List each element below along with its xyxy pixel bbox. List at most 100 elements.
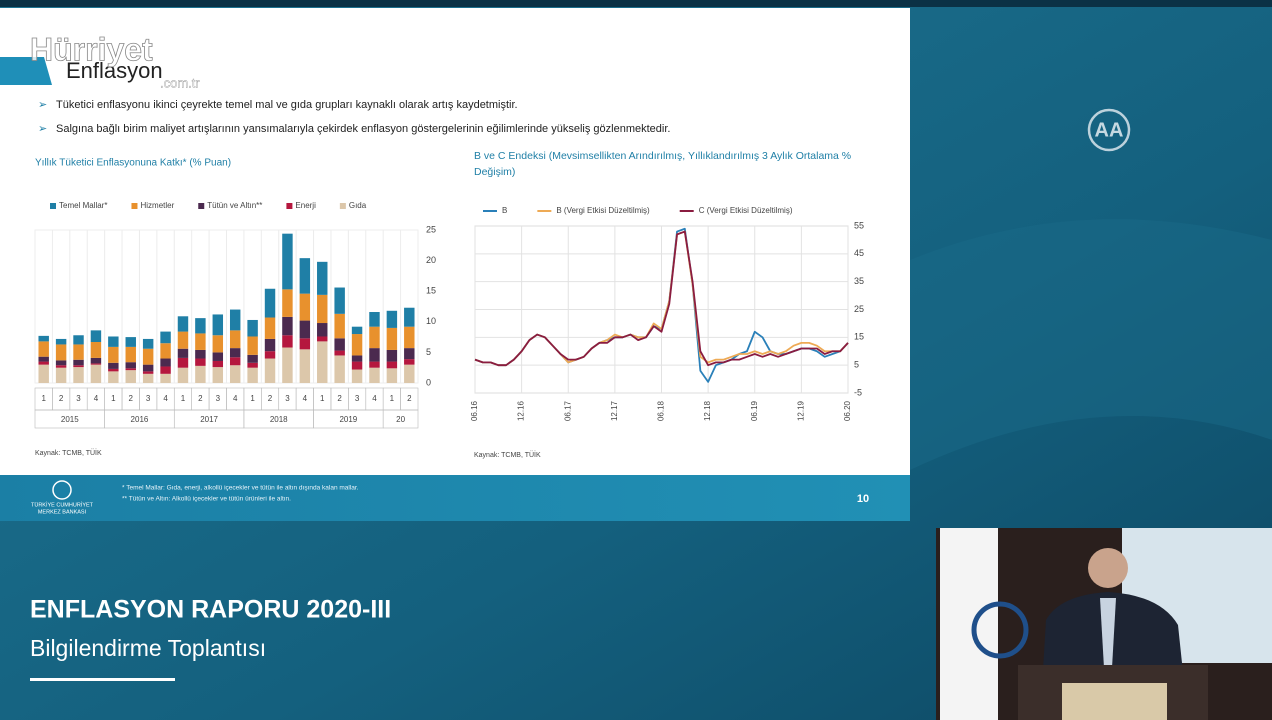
bar-segment [299, 338, 311, 350]
bar-segment [386, 310, 398, 328]
bar-segment [108, 362, 119, 369]
video-inset [936, 528, 1272, 720]
bar-segment [247, 367, 258, 383]
bullet-icon: ➢ [38, 123, 47, 135]
chart-title: Yıllık Tüketici Enflasyonuna Katkı* (% P… [35, 158, 231, 169]
bar-segment [108, 371, 119, 383]
y-tick-label: 45 [854, 248, 864, 258]
y-tick-label: -5 [854, 387, 862, 397]
slide-footer [0, 475, 910, 521]
bar-segment [334, 287, 345, 314]
bar-segment [282, 233, 293, 290]
top-band [0, 0, 1272, 7]
bar-segment [351, 334, 363, 356]
y-tick-label: 5 [426, 347, 431, 357]
bar-segment [369, 348, 380, 362]
bar-segment [264, 317, 276, 339]
bar-segment [125, 370, 136, 383]
year-label: 2017 [200, 415, 218, 424]
bar-segment [55, 344, 67, 361]
bar-segment [317, 341, 328, 383]
bullet-icon: ➢ [38, 99, 47, 111]
x-tick-label: 1 [41, 394, 46, 403]
bar-segment [334, 350, 345, 356]
bar-segment [404, 359, 415, 365]
legend-swatch [339, 203, 346, 209]
bar-segment [386, 349, 398, 362]
bar-segment [177, 357, 189, 368]
bar-segment [351, 326, 363, 335]
bar-segment [38, 341, 49, 357]
legend-label: Enerji [295, 201, 316, 210]
bar-segment [386, 368, 398, 383]
year-label: 2016 [131, 415, 149, 424]
bar-segment [229, 357, 241, 366]
x-tick-label: 06.20 [843, 400, 852, 421]
bar-segment [108, 336, 119, 347]
x-tick-label: 2 [268, 394, 273, 403]
x-tick-label: 12.16 [517, 400, 526, 421]
legend-label: Hizmetler [140, 201, 174, 210]
bar-segment [404, 364, 415, 383]
x-tick-label: 3 [76, 394, 81, 403]
legend-label: B (Vergi Etkisi Düzeltilmiş) [556, 206, 650, 215]
x-tick-label: 2 [198, 394, 203, 403]
logo-text: MERKEZ BANKASI [38, 509, 87, 515]
y-tick-label: 55 [854, 220, 864, 230]
x-tick-label: 4 [163, 394, 168, 403]
bar-segment [282, 335, 293, 348]
y-tick-label: 25 [426, 224, 436, 234]
logo-text: TÜRKİYE CUMHURİYET [31, 501, 94, 508]
bar-segment [125, 368, 136, 371]
channel-logo-ring [1087, 108, 1131, 152]
chart-source: Kaynak: TCMB, TÜİK [474, 450, 541, 459]
bar-segment [38, 356, 49, 362]
bar-segment [38, 364, 49, 383]
bar-segment [351, 369, 363, 383]
bar-segment [73, 335, 84, 345]
bar-segment [73, 365, 84, 368]
bar-segment [229, 330, 241, 349]
bar-segment [351, 355, 363, 362]
bar-segment [369, 367, 380, 383]
y-tick-label: 15 [426, 286, 436, 296]
x-tick-label: 1 [250, 394, 255, 403]
bar-segment [38, 335, 49, 342]
year-cell [382, 409, 419, 429]
slide [0, 8, 910, 475]
title-accent [0, 57, 52, 85]
bar-segment [90, 363, 102, 365]
inset-podium-plate [1062, 683, 1167, 720]
x-tick-label: 2 [59, 394, 64, 403]
y-tick-label: 35 [854, 276, 864, 286]
lower-third-subtitle: Bilgilendirme Toplantısı [30, 635, 266, 661]
bar-segment [386, 361, 398, 369]
bar-segment [299, 320, 311, 339]
watermark-domain: .com.tr [160, 75, 200, 90]
x-tick-label: 06.17 [563, 400, 572, 421]
bg-wave [910, 219, 1272, 470]
bar-segment [299, 293, 311, 321]
bar-segment [125, 362, 136, 369]
bar-segment [299, 349, 311, 383]
bar-segment [160, 358, 171, 367]
legend-label: B [502, 206, 507, 215]
bar-segment [212, 314, 224, 336]
bar-segment [247, 336, 258, 355]
bar-segment [55, 360, 67, 366]
legend-label: C (Vergi Etkisi Düzeltilmiş) [699, 206, 793, 215]
bar-segment [195, 318, 206, 334]
legend-swatch [50, 203, 56, 209]
bar-segment [334, 338, 345, 351]
bar-segment [38, 361, 49, 365]
legend-label: Temel Mallar* [59, 201, 107, 210]
bar-segment [282, 347, 293, 383]
series-line [474, 230, 849, 367]
bar-segment [369, 326, 380, 349]
bar-segment [264, 338, 276, 352]
bar-segment [195, 333, 206, 350]
bar-segment [177, 331, 189, 349]
x-tick-label: 12.18 [703, 400, 712, 421]
x-tick-label: 3 [146, 394, 151, 403]
bar-segment [212, 360, 224, 368]
